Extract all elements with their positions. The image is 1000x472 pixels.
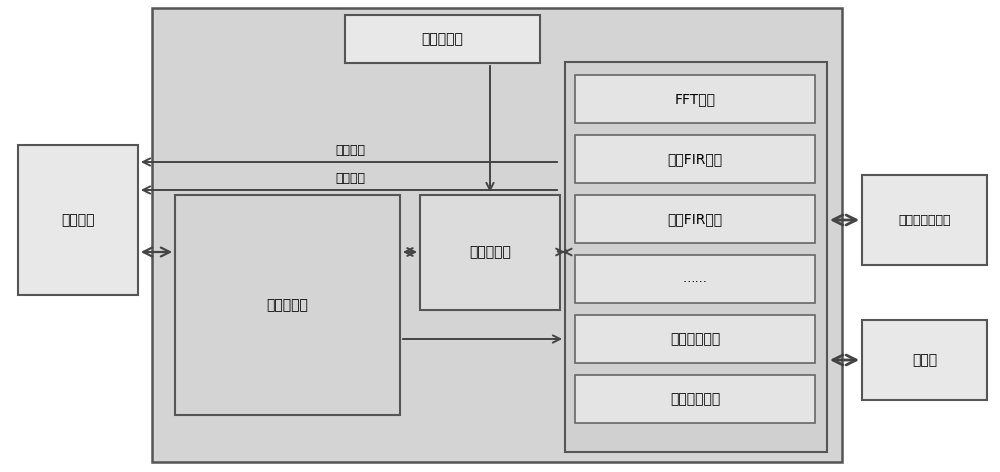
Text: 重构寄存器: 重构寄存器	[267, 298, 308, 312]
Bar	[152, 8, 842, 462]
Bar	[420, 195, 560, 310]
Text: 实数FIR模块: 实数FIR模块	[667, 212, 723, 226]
Bar	[575, 315, 815, 363]
Text: 完成信号: 完成信号	[335, 171, 365, 185]
Text: 主控制器: 主控制器	[61, 213, 95, 227]
Bar	[18, 145, 138, 295]
Text: 复数FIR模块: 复数FIR模块	[667, 152, 723, 166]
Bar	[345, 15, 540, 63]
Bar	[575, 195, 815, 243]
Bar	[575, 75, 815, 123]
Bar	[575, 375, 815, 423]
Text: ↔: ↔	[556, 244, 568, 260]
Bar	[862, 175, 987, 265]
Text: 重构状态机: 重构状态机	[469, 245, 511, 260]
Bar	[565, 62, 827, 452]
Bar	[175, 195, 400, 415]
Text: 开始信号: 开始信号	[335, 143, 365, 157]
Bar	[862, 320, 987, 400]
Text: 可重构计算阵列: 可重构计算阵列	[898, 213, 951, 227]
Text: 定浮转换模块: 定浮转换模块	[670, 332, 720, 346]
Text: ……: ……	[682, 272, 708, 286]
Text: 矩阵求逆模块: 矩阵求逆模块	[670, 392, 720, 406]
Text: 存储器: 存储器	[912, 353, 937, 367]
Text: 重构控制器: 重构控制器	[422, 32, 463, 46]
Bar	[575, 255, 815, 303]
Bar	[575, 135, 815, 183]
Text: FFT模块: FFT模块	[674, 92, 716, 106]
